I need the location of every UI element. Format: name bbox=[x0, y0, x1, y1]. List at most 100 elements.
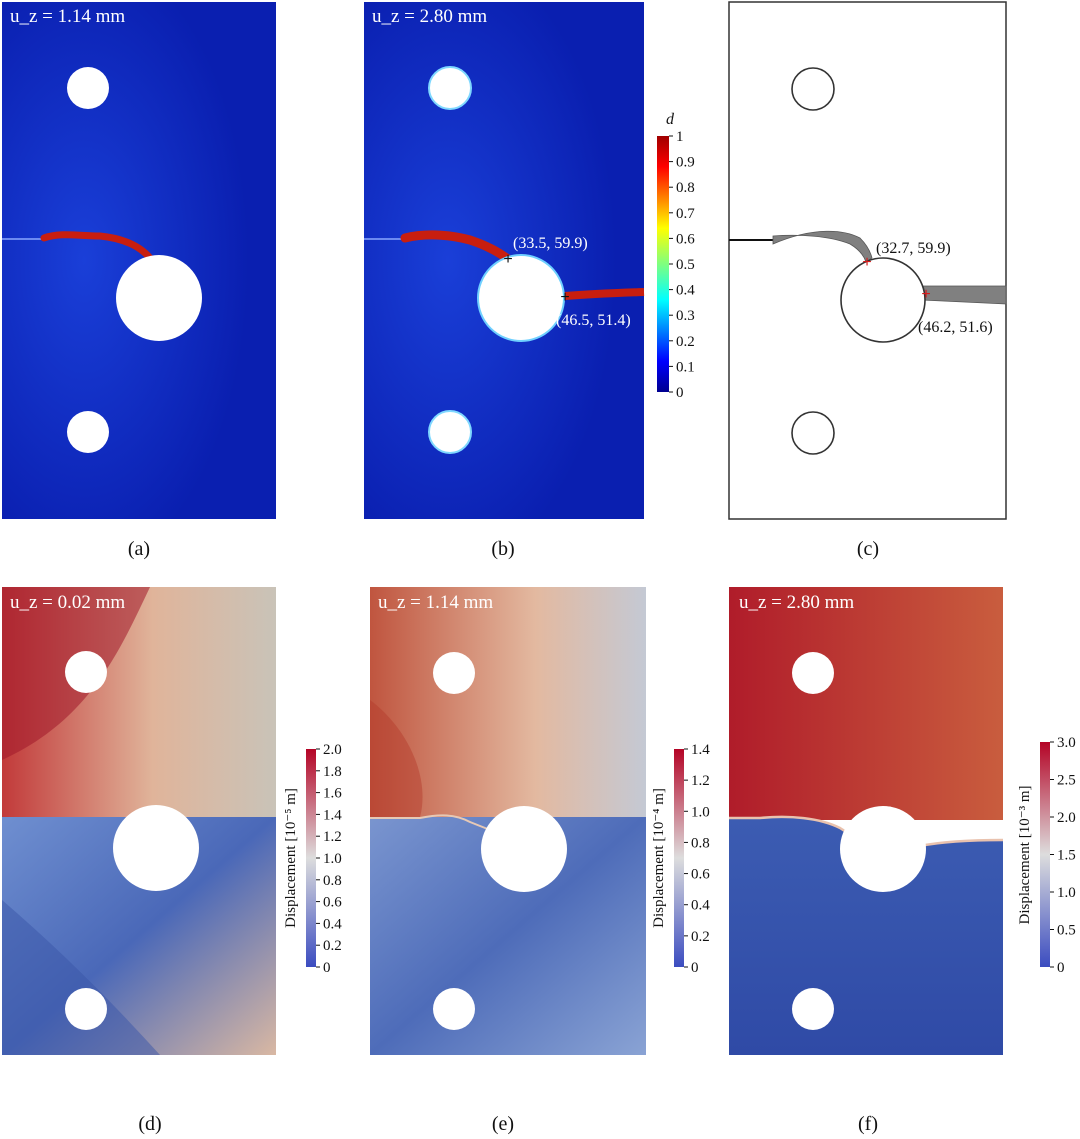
panel-b-hole-top bbox=[428, 66, 472, 110]
panel-b: + + (33.5, 59.9) (46.5, 51.4) u_z = 2.80… bbox=[364, 2, 645, 560]
disp-colorbar-e-gradient bbox=[674, 749, 684, 967]
colorbar-tick-label: 2.5 bbox=[1057, 773, 1076, 789]
panel-e-field-upper bbox=[370, 587, 646, 817]
colorbar-tick-label: 1.2 bbox=[691, 773, 710, 789]
panel-f: u_z = 2.80 mm (f) bbox=[729, 587, 1004, 1135]
colorbar-tick-label: 0.4 bbox=[691, 898, 710, 914]
damage-colorbar: d 1 0.9 0.8 0.7 0.6 0.5 0.4 0.3 0.2 0.1 0 bbox=[657, 111, 695, 401]
panel-a-hole-top bbox=[67, 67, 109, 109]
panel-c: + + (32.7, 59.9) (46.2, 51.6) (c) bbox=[728, 1, 1007, 560]
panel-a-hole-center bbox=[116, 255, 202, 341]
panel-f-hole-center bbox=[840, 806, 926, 892]
colorbar-tick-label: 0.6 bbox=[323, 895, 342, 911]
panel-d-shade-bottom-left bbox=[2, 900, 160, 1055]
panel-e-hole-bottom bbox=[433, 988, 475, 1030]
panel-c-label: (c) bbox=[857, 538, 879, 560]
panel-f-field-upper bbox=[729, 587, 1003, 820]
colorbar-tick-label: 0.7 bbox=[676, 206, 695, 222]
colorbar-tick-label: 0.2 bbox=[691, 929, 710, 945]
colorbar-tick-label: 1.8 bbox=[323, 764, 342, 780]
panel-c-marker-2: + bbox=[921, 286, 930, 303]
panel-b-hole-bottom bbox=[428, 410, 472, 454]
colorbar-tick-label: 1 bbox=[676, 129, 684, 145]
colorbar-tick-label: 0.8 bbox=[676, 180, 695, 196]
panel-c-hole-center bbox=[840, 257, 926, 343]
panel-b-hole-center bbox=[477, 254, 565, 342]
colorbar-tick-label: 0.4 bbox=[323, 916, 342, 932]
panel-c-marker-1: + bbox=[862, 254, 871, 271]
panel-f-hole-bottom bbox=[792, 988, 834, 1030]
colorbar-tick-label: 0 bbox=[691, 960, 699, 976]
panel-a-label: (a) bbox=[128, 538, 150, 560]
colorbar-tick-label: 1.0 bbox=[691, 804, 710, 820]
panel-c-point-1: (32.7, 59.9) bbox=[876, 240, 951, 257]
panel-d-hole-top bbox=[65, 651, 107, 693]
panel-f-uz: u_z = 2.80 mm bbox=[739, 592, 854, 613]
panel-d-hole-bottom bbox=[65, 988, 107, 1030]
colorbar-tick-label: 1.4 bbox=[323, 807, 342, 823]
panel-c-crack-left bbox=[772, 230, 873, 263]
panel-d: u_z = 0.02 mm (d) bbox=[2, 587, 276, 1135]
panel-b-point-1: (33.5, 59.9) bbox=[513, 235, 588, 252]
disp-colorbar-d-ticks: 2.0 1.8 1.6 1.4 1.2 1.0 0.8 0.6 0.4 0.2 0 bbox=[316, 742, 342, 976]
colorbar-tick-label: 0.4 bbox=[676, 283, 695, 299]
colorbar-tick-label: 0.5 bbox=[1057, 923, 1076, 939]
panel-d-label: (d) bbox=[138, 1113, 161, 1135]
disp-colorbar-f: Displacement [10⁻³ m] 3.0 2.5 2.0 1.5 1.0 0.5… bbox=[1017, 735, 1076, 976]
disp-colorbar-e: Displacement [10⁻⁴ m] 1.4 1.2 1.0 0.8 0.6 0.4… bbox=[651, 742, 710, 976]
colorbar-tick-label: 1.0 bbox=[1057, 885, 1076, 901]
colorbar-tick-label: 0 bbox=[676, 385, 684, 401]
panel-e-label: (e) bbox=[492, 1113, 514, 1135]
panel-e: u_z = 1.14 mm (e) bbox=[370, 587, 646, 1135]
damage-colorbar-ticks: 1 0.9 0.8 0.7 0.6 0.5 0.4 0.3 0.2 0.1 0 bbox=[669, 129, 695, 401]
colorbar-tick-label: 0.9 bbox=[676, 155, 695, 171]
disp-colorbar-d: Displacement [10⁻⁵ m] 2.0 1.8 1.6 1.4 1.2 1.0… bbox=[283, 742, 342, 976]
colorbar-tick-label: 0.5 bbox=[676, 257, 695, 273]
panel-a-crack bbox=[40, 231, 154, 262]
panel-b-marker-1: + bbox=[503, 251, 512, 268]
colorbar-tick-label: 1.5 bbox=[1057, 848, 1076, 864]
colorbar-tick-label: 0.8 bbox=[323, 873, 342, 889]
panel-b-marker-2: + bbox=[560, 289, 569, 306]
colorbar-tick-label: 0.1 bbox=[676, 359, 695, 375]
panel-e-hole-top bbox=[433, 652, 475, 694]
panel-b-uz: u_z = 2.80 mm bbox=[372, 6, 487, 27]
panel-e-uz: u_z = 1.14 mm bbox=[378, 592, 493, 613]
panel-b-label: (b) bbox=[491, 538, 514, 560]
colorbar-tick-label: 0.2 bbox=[676, 334, 695, 350]
colorbar-tick-label: 0.2 bbox=[323, 938, 342, 954]
panel-c-hole-top bbox=[791, 67, 835, 111]
colorbar-tick-label: 2.0 bbox=[323, 742, 342, 758]
panel-f-hole-top bbox=[792, 652, 834, 694]
panel-a-hole-bottom bbox=[67, 411, 109, 453]
panel-a-uz: u_z = 1.14 mm bbox=[10, 6, 125, 27]
disp-colorbar-f-gradient bbox=[1040, 742, 1050, 967]
panel-c-hole-bottom bbox=[791, 411, 835, 455]
panel-c-point-2: (46.2, 51.6) bbox=[918, 319, 993, 336]
damage-colorbar-title: d bbox=[666, 111, 675, 128]
colorbar-tick-label: 0.8 bbox=[691, 835, 710, 851]
colorbar-tick-label: 0.6 bbox=[676, 231, 695, 247]
damage-colorbar-gradient bbox=[657, 136, 669, 392]
colorbar-tick-label: 1.0 bbox=[323, 851, 342, 867]
disp-colorbar-f-label: Displacement [10⁻³ m] bbox=[1017, 785, 1033, 924]
disp-colorbar-e-ticks: 1.4 1.2 1.0 0.8 0.6 0.4 0.2 0 bbox=[684, 742, 710, 976]
colorbar-tick-label: 0.3 bbox=[676, 308, 695, 324]
panel-a: u_z = 1.14 mm (a) bbox=[2, 2, 276, 560]
panel-b-point-2: (46.5, 51.4) bbox=[556, 312, 631, 329]
disp-colorbar-d-label: Displacement [10⁻⁵ m] bbox=[283, 788, 299, 928]
disp-colorbar-f-ticks: 3.0 2.5 2.0 1.5 1.0 0.5 0 bbox=[1050, 735, 1076, 976]
panel-f-label: (f) bbox=[858, 1113, 878, 1135]
panel-b-crack-left bbox=[400, 230, 513, 264]
panel-b-crack-right bbox=[564, 288, 645, 300]
disp-colorbar-e-label: Displacement [10⁻⁴ m] bbox=[651, 788, 667, 928]
colorbar-tick-label: 1.4 bbox=[691, 742, 710, 758]
colorbar-tick-label: 0 bbox=[1057, 960, 1065, 976]
colorbar-tick-label: 0 bbox=[323, 960, 331, 976]
panel-d-uz: u_z = 0.02 mm bbox=[10, 592, 125, 613]
panel-d-hole-center bbox=[113, 805, 199, 891]
colorbar-tick-label: 0.6 bbox=[691, 867, 710, 883]
colorbar-tick-label: 3.0 bbox=[1057, 735, 1076, 751]
colorbar-tick-label: 2.0 bbox=[1057, 810, 1076, 826]
